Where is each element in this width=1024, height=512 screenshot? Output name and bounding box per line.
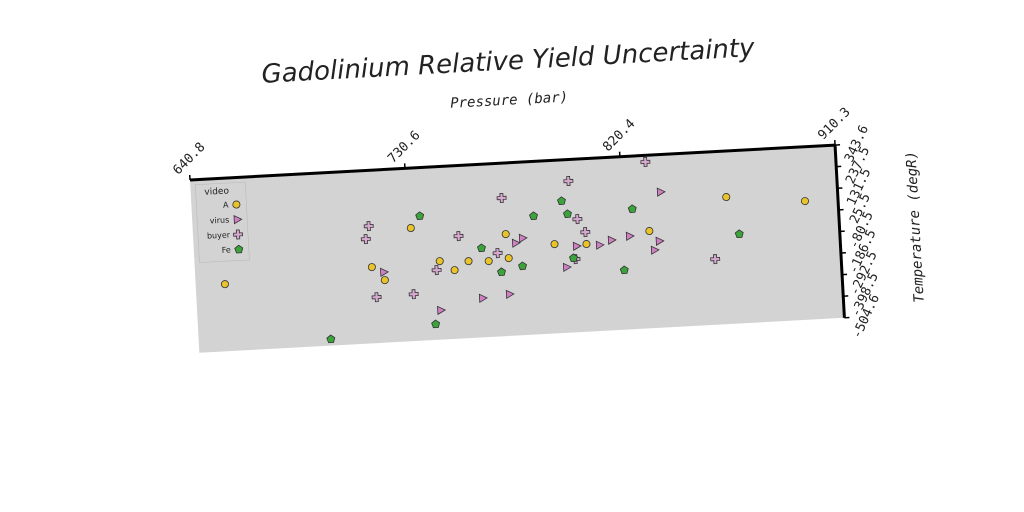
data-point — [595, 240, 605, 250]
data-point — [501, 230, 510, 239]
x-tick-label: 820.4 — [600, 116, 638, 154]
data-point — [640, 156, 651, 167]
data-point — [572, 214, 583, 225]
legend-label: A — [223, 200, 229, 209]
data-point — [326, 334, 336, 344]
data-point — [431, 319, 441, 329]
legend-marker — [233, 215, 243, 225]
data-point — [655, 236, 665, 246]
data-point — [371, 292, 382, 303]
y-axis-label: Temperature (degR) — [904, 151, 928, 303]
chart-title: Gadolinium Relative Yield Uncertainty — [261, 33, 756, 90]
data-point — [492, 248, 503, 259]
legend-marker — [233, 229, 244, 240]
data-point — [464, 257, 473, 266]
data-point — [453, 231, 464, 242]
data-point — [360, 234, 371, 245]
data-point — [645, 227, 654, 236]
data-point — [380, 267, 390, 277]
data-point — [518, 261, 527, 271]
data-point — [518, 233, 528, 243]
data-point — [511, 238, 521, 248]
data-point — [800, 197, 809, 206]
data-point — [722, 193, 731, 202]
data-point — [504, 254, 513, 263]
top-spine — [189, 143, 836, 182]
plot-background — [190, 145, 845, 353]
data-point — [572, 241, 582, 251]
data-point — [478, 293, 488, 303]
data-point — [607, 235, 617, 245]
data-point — [627, 204, 637, 213]
data-point — [363, 221, 374, 232]
plot-area: Pressure (bar) Temperature (degR) 640.8 7… — [170, 89, 928, 353]
data-point — [484, 257, 493, 266]
data-point — [380, 276, 389, 285]
data-point — [367, 263, 376, 272]
data-point — [619, 265, 629, 275]
data-point — [406, 224, 415, 233]
data-point — [562, 262, 572, 273]
data-point — [496, 192, 507, 203]
legend-label: buyer — [207, 230, 231, 240]
data-point — [450, 266, 459, 275]
data-point — [437, 305, 447, 316]
data-point — [431, 265, 442, 276]
data-point — [580, 227, 591, 238]
legend-marker — [232, 200, 241, 209]
data-point — [557, 196, 566, 205]
data-point — [476, 243, 486, 253]
data-point — [656, 187, 666, 197]
data-point — [415, 211, 425, 220]
data-point — [563, 176, 574, 187]
x-tick-label: 730.6 — [385, 128, 423, 166]
data-point — [710, 254, 721, 265]
data-point — [505, 289, 515, 300]
x-tick-label: 640.8 — [170, 140, 208, 178]
legend-marker — [234, 244, 244, 254]
legend-label: Fe — [222, 245, 232, 254]
data-point — [497, 267, 506, 277]
x-axis-label: Pressure (bar) — [450, 89, 569, 111]
legend-label: virus — [210, 215, 230, 225]
data-point — [562, 209, 572, 218]
data-point — [550, 240, 559, 249]
data-point — [582, 240, 591, 249]
x-tick-label: 910.3 — [815, 105, 853, 143]
data-point — [734, 229, 744, 239]
data-point — [650, 245, 660, 255]
data-point — [220, 280, 229, 289]
data-point — [568, 253, 578, 263]
data-point — [625, 231, 635, 241]
data-point — [408, 289, 419, 300]
data-point — [529, 211, 538, 221]
data-point — [435, 257, 444, 266]
legend-title: video — [204, 186, 230, 197]
